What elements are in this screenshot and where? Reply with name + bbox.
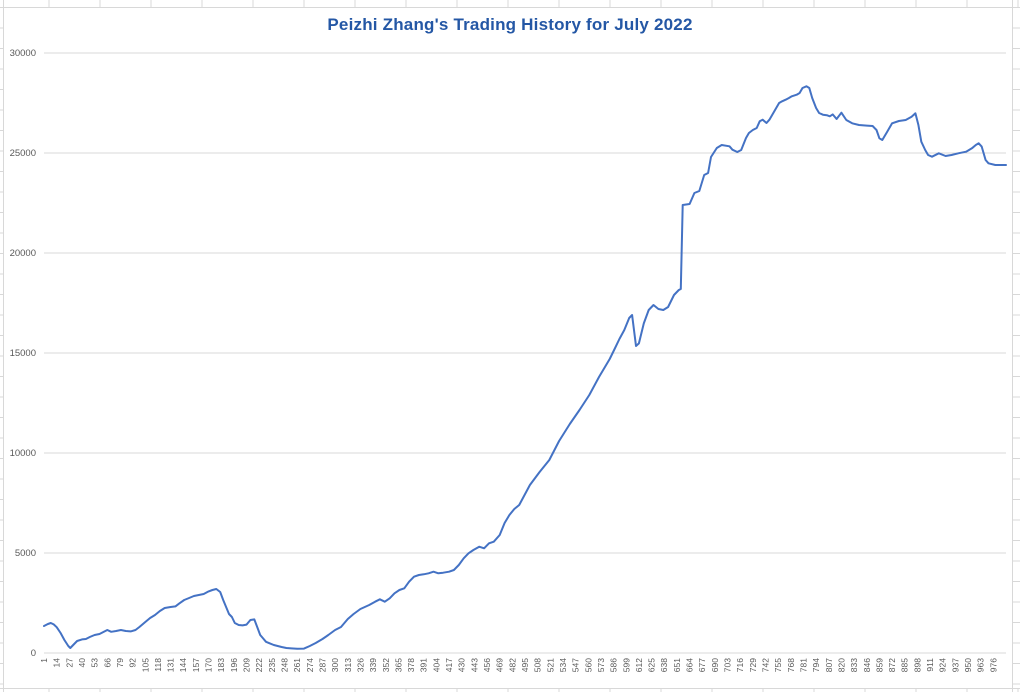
x-axis-label: 742	[761, 658, 771, 672]
x-axis-label: 131	[166, 658, 176, 672]
x-axis-label: 820	[836, 658, 846, 672]
x-axis-label: 781	[798, 658, 808, 672]
x-axis-label: 157	[191, 658, 201, 672]
x-axis-label: 885	[900, 658, 910, 672]
x-axis-label: 339	[368, 658, 378, 672]
x-axis-label: 703	[723, 658, 733, 672]
x-axis-label: 144	[178, 658, 188, 672]
x-axis-label: 287	[317, 658, 327, 672]
y-axis-label: 0	[31, 648, 36, 659]
x-axis-label: 625	[647, 658, 657, 672]
x-axis-label: 534	[558, 658, 568, 672]
series-line	[43, 85, 1007, 650]
x-axis-label: 378	[406, 658, 416, 672]
x-axis-label: 66	[102, 658, 112, 668]
x-axis-label: 794	[811, 658, 821, 672]
x-axis-label: 456	[482, 658, 492, 672]
x-axis-label: 443	[469, 658, 479, 672]
x-axis-label: 430	[457, 658, 467, 672]
x-axis-label: 482	[507, 658, 517, 672]
y-axis-label: 10000	[10, 448, 36, 459]
x-axis-label: 365	[393, 658, 403, 672]
x-axis-label: 222	[254, 658, 264, 672]
x-axis-label: 326	[355, 658, 365, 672]
x-axis-label: 872	[887, 658, 897, 672]
x-axis-label: 638	[659, 658, 669, 672]
x-axis-label: 118	[153, 658, 163, 672]
x-axis-label: 833	[849, 658, 859, 672]
x-axis-label: 508	[533, 658, 543, 672]
y-axis-label: 25000	[10, 148, 36, 159]
x-axis-label: 1	[39, 658, 49, 663]
x-axis-label: 859	[874, 658, 884, 672]
x-axis-label: 690	[710, 658, 720, 672]
x-axis-label: 300	[330, 658, 340, 672]
x-axis-label: 976	[988, 658, 998, 672]
x-axis-label: 352	[381, 658, 391, 672]
x-axis-label: 573	[596, 658, 606, 672]
y-axis-label: 30000	[10, 48, 36, 59]
x-axis-label: 27	[64, 658, 74, 668]
x-axis-label: 391	[419, 658, 429, 672]
x-axis-label: 599	[621, 658, 631, 672]
x-axis-label: 768	[786, 658, 796, 672]
x-axis-label: 807	[824, 658, 834, 672]
x-axis-label: 495	[520, 658, 530, 672]
x-axis-label: 261	[292, 658, 302, 672]
x-axis-label: 248	[280, 658, 290, 672]
x-axis-label: 417	[444, 658, 454, 672]
x-axis-label: 53	[90, 658, 100, 668]
x-axis-label: 235	[267, 658, 277, 672]
x-axis-label: 469	[495, 658, 505, 672]
x-axis-label: 950	[963, 658, 973, 672]
x-axis-label: 963	[976, 658, 986, 672]
x-axis-label: 755	[773, 658, 783, 672]
x-axis-label: 92	[128, 658, 138, 668]
y-axis-label: 5000	[15, 548, 36, 559]
x-axis-label: 521	[545, 658, 555, 672]
x-axis-label: 716	[735, 658, 745, 672]
x-axis-label: 924	[938, 658, 948, 672]
x-axis-label: 560	[583, 658, 593, 672]
x-axis-label: 40	[77, 658, 87, 668]
x-axis-label: 937	[950, 658, 960, 672]
x-axis-label: 651	[672, 658, 682, 672]
x-axis-label: 404	[431, 658, 441, 672]
x-axis-label: 677	[697, 658, 707, 672]
x-axis-label: 846	[862, 658, 872, 672]
x-axis-label: 911	[925, 658, 935, 672]
x-axis-label: 196	[229, 658, 239, 672]
x-axis-label: 274	[305, 658, 315, 672]
chart-title: Peizhi Zhang's Trading History for July …	[327, 15, 693, 34]
x-axis-label: 664	[685, 658, 695, 672]
x-axis-label: 209	[242, 658, 252, 672]
x-axis-label: 898	[912, 658, 922, 672]
x-axis-label: 183	[216, 658, 226, 672]
x-axis-label: 105	[140, 658, 150, 672]
x-axis-label: 170	[204, 658, 214, 672]
y-axis-label: 15000	[10, 348, 36, 359]
y-axis-label: 20000	[10, 248, 36, 259]
x-axis-label: 313	[343, 658, 353, 672]
x-axis-label: 586	[609, 658, 619, 672]
x-axis-label: 729	[748, 658, 758, 672]
x-axis-label: 547	[571, 658, 581, 672]
x-axis-label: 612	[634, 658, 644, 672]
x-axis-label: 14	[52, 658, 62, 668]
x-axis-label: 79	[115, 658, 125, 668]
